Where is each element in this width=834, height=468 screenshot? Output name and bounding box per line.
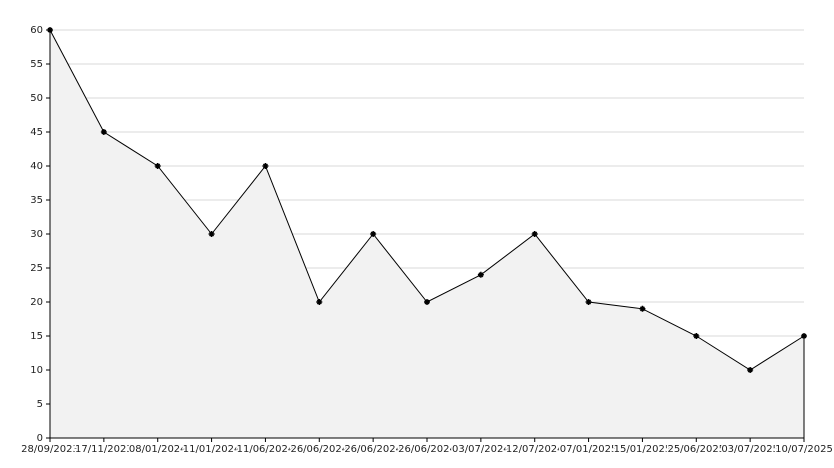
y-tick-label: 35 (30, 195, 43, 206)
marker (693, 333, 700, 339)
x-tick-label: 26/06/2024 (344, 444, 402, 455)
marker (262, 163, 269, 169)
x-tick-label: 12/07/2024 (506, 444, 564, 455)
marker (585, 299, 592, 305)
y-tick-label: 50 (30, 93, 43, 104)
x-tick-label: 17/11/2023 (75, 444, 133, 455)
y-tick-label: 20 (30, 297, 43, 308)
x-tick-label: 28/09/2023 (21, 444, 79, 455)
y-tick-label: 60 (30, 25, 43, 36)
y-tick-label: 45 (30, 127, 43, 138)
marker (47, 27, 53, 33)
y-tick-label: 25 (30, 263, 43, 274)
x-tick-label: 07/01/2025 (560, 444, 618, 455)
y-tick-label: 40 (30, 161, 43, 172)
marker (747, 367, 754, 373)
x-tick-label: 15/01/2025 (614, 444, 672, 455)
marker (801, 333, 807, 339)
x-tick-label: 25/06/2025 (667, 444, 725, 455)
y-tick-label: 5 (37, 399, 43, 410)
area (50, 30, 804, 438)
marker (639, 305, 646, 312)
marker (424, 299, 430, 305)
x-tick-label: 26/06/2024 (398, 444, 456, 455)
x-tick-label: 11/06/2024 (237, 444, 295, 455)
x-tick-label: 03/07/2024 (452, 444, 510, 455)
marker (208, 231, 215, 237)
y-tick-label: 0 (37, 433, 43, 444)
x-tick-label: 26/06/2024 (290, 444, 348, 455)
y-tick-label: 30 (30, 229, 43, 240)
x-tick-label: 03/07/2025 (721, 444, 779, 455)
marker (316, 299, 323, 305)
marker (100, 129, 107, 135)
marker (477, 271, 484, 278)
x-tick-label: 10/07/2025 (775, 444, 833, 455)
y-tick-label: 55 (30, 59, 43, 70)
y-tick-label: 15 (30, 331, 43, 342)
marker (370, 231, 377, 237)
x-tick-label: 11/01/2024 (183, 444, 241, 455)
marker (531, 231, 538, 237)
marker (154, 163, 161, 169)
x-tick-label: 08/01/2024 (129, 444, 187, 455)
y-tick-label: 10 (30, 365, 43, 376)
